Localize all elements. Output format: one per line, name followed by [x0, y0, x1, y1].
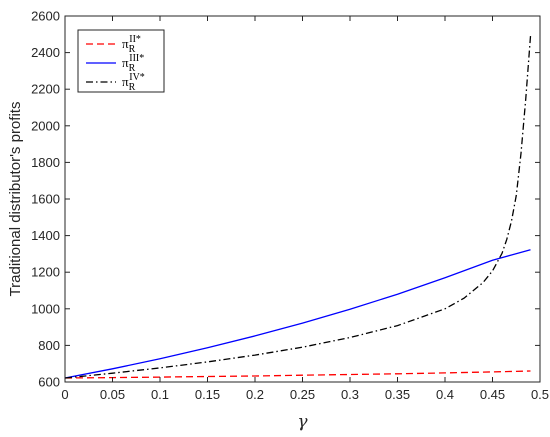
x-tick-label: 0.4 [436, 387, 454, 402]
y-axis-title: Traditional distributor's profits [7, 102, 24, 297]
y-tick-label: 1200 [31, 265, 60, 280]
legend-superscript: III* [129, 53, 144, 64]
y-tick-label: 1000 [31, 301, 60, 316]
legend-label-3: πRIV* [122, 72, 145, 93]
ticks-layer: 0 0.05 0.1 0.15 0.2 0.25 0.3 0.35 0.4 0.45 0.5 600 8… [31, 9, 549, 403]
x-tick-label: 0 [61, 387, 68, 402]
legend-subscript: R [129, 44, 136, 55]
y-tick-label: 2400 [31, 45, 60, 60]
y-tick-label: 2000 [31, 118, 60, 133]
x-tick-label: 0.1 [151, 387, 169, 402]
legend: πRII*πRIII*πRIV* [77, 29, 165, 93]
x-tick-label: 0.2 [246, 387, 264, 402]
y-tick-label: 2600 [31, 9, 60, 24]
legend-subscript: R [129, 82, 136, 93]
y-tick-label: 1800 [31, 155, 60, 170]
x-tick-label: 0.15 [195, 387, 220, 402]
y-tick-label: 1600 [31, 192, 60, 207]
y-tick-label: 800 [38, 338, 60, 353]
legend-subscript: R [129, 63, 136, 74]
series-line-3 [64, 36, 532, 379]
x-tick-label: 0.3 [341, 387, 359, 402]
legend-symbol: π [122, 55, 129, 70]
y-tick-label: 600 [38, 375, 60, 390]
legend-box [77, 29, 165, 93]
x-axis-title: γ [297, 412, 308, 432]
legend-label-2: πRIII* [122, 53, 144, 74]
x-tick-label: 0.45 [480, 387, 505, 402]
x-tick-label: 0.5 [531, 387, 549, 402]
y-tick-label: 1400 [31, 228, 60, 243]
series-layer [64, 36, 532, 379]
legend-symbol: π [122, 74, 129, 89]
legend-symbol: π [122, 36, 129, 51]
x-tick-label: 0.05 [100, 387, 125, 402]
x-tick-label: 0.35 [385, 387, 410, 402]
series-line-2 [64, 249, 531, 379]
legend-label-1: πRII* [122, 34, 141, 55]
y-tick-label: 2200 [31, 82, 60, 97]
series-line-1 [64, 370, 531, 379]
x-tick-label: 0.25 [290, 387, 315, 402]
legend-superscript: IV* [129, 72, 145, 83]
legend-superscript: II* [129, 34, 141, 45]
